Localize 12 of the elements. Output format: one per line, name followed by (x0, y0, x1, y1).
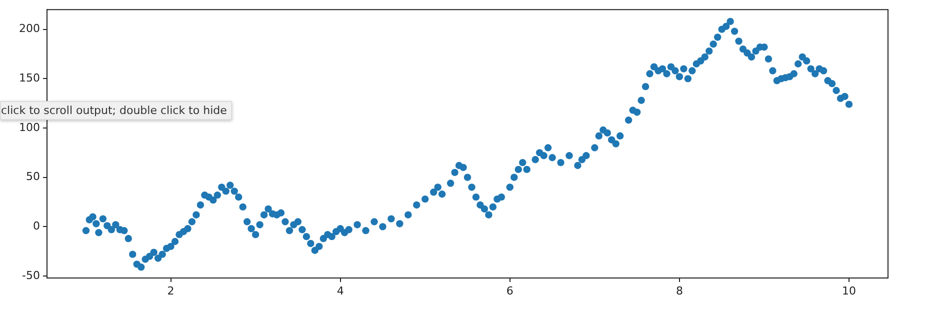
y-tick-label: 50 (26, 170, 40, 184)
x-tick-label: 10 (842, 284, 856, 298)
y-tick-label: 0 (33, 220, 40, 233)
annotation: click to scroll output; double click to hide (0, 101, 232, 120)
x-tick-label: 2 (167, 284, 174, 298)
y-tick-label: 150 (19, 72, 40, 85)
y-tick-label: 200 (19, 22, 40, 36)
x-tick-label: 8 (676, 284, 683, 298)
x-tick-label: 4 (336, 284, 344, 298)
y-tick-label: -50 (22, 268, 40, 282)
x-tick-label: 6 (506, 284, 514, 298)
y-tick-label: 100 (19, 120, 40, 134)
